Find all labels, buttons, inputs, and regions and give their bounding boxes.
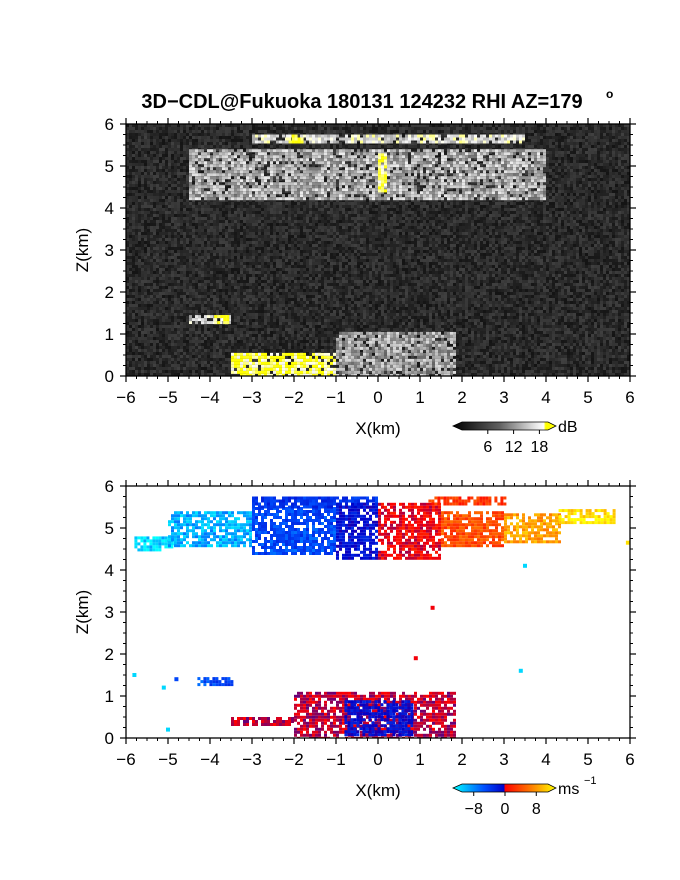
y-tick-label: 6 bbox=[105, 115, 114, 134]
velocity-y-axis-label: Z(km) bbox=[73, 590, 92, 634]
x-tick-label: −5 bbox=[158, 750, 177, 769]
y-tick-label: 0 bbox=[105, 729, 114, 748]
y-tick-label: 2 bbox=[105, 645, 114, 664]
velocity-region bbox=[336, 502, 378, 560]
reflectivity-echoes bbox=[126, 124, 630, 376]
velocity-region bbox=[252, 507, 336, 555]
velocity-isolated-point bbox=[523, 563, 527, 568]
reflectivity-colorbar-ticks: 6 12 18 bbox=[483, 430, 548, 456]
velocity-panel: −6 −5 −4 −3 −2 −1 0 1 2 3 4 5 6 0 1 2 3 4 5 6 X(km) Z(km) −… bbox=[73, 477, 636, 818]
x-tick-label: −4 bbox=[200, 750, 219, 769]
x-tick-label: 4 bbox=[541, 750, 550, 769]
y-tick-label: 2 bbox=[105, 283, 114, 302]
x-tick-label: −1 bbox=[326, 750, 345, 769]
chart-title: 3D−CDL@Fukuoka 180131 124232 RHI AZ=179 … bbox=[141, 87, 613, 113]
velocity-isolated-point bbox=[166, 727, 170, 732]
velocity-isolated-point bbox=[430, 605, 435, 610]
velocity-isolated-point bbox=[174, 677, 179, 682]
y-tick-label: 1 bbox=[105, 687, 114, 706]
velocity-echoes bbox=[132, 496, 630, 738]
x-tick-label: −6 bbox=[116, 750, 135, 769]
velocity-isolated-point bbox=[518, 668, 523, 673]
x-tick-label: 3 bbox=[499, 388, 508, 407]
x-tick-label: 2 bbox=[457, 388, 466, 407]
y-tick-label: 5 bbox=[105, 157, 114, 176]
reflectivity-colorbar-ramp bbox=[452, 421, 557, 431]
reflectivity-echo-region bbox=[336, 331, 456, 376]
velocity-region bbox=[168, 511, 252, 548]
velocity-colorbar: −8 0 8 ms −1 bbox=[452, 775, 597, 818]
reflectivity-echo-region bbox=[231, 352, 336, 376]
reflectivity-x-axis-label: X(km) bbox=[355, 419, 400, 438]
colorbar-tick-label: 6 bbox=[483, 439, 492, 456]
reflectivity-y-axis-label: Z(km) bbox=[73, 228, 92, 272]
velocity-region bbox=[441, 511, 504, 548]
velocity-region bbox=[504, 513, 561, 544]
x-tick-label: 6 bbox=[625, 388, 634, 407]
x-tick-label: 0 bbox=[373, 388, 382, 407]
velocity-colorbar-unit-exponent: −1 bbox=[584, 775, 597, 787]
velocity-isolated-point bbox=[625, 540, 630, 545]
x-tick-label: 3 bbox=[499, 750, 508, 769]
velocity-isolated-point bbox=[161, 685, 166, 690]
y-tick-label: 3 bbox=[105, 241, 114, 260]
velocity-region bbox=[428, 496, 507, 506]
x-tick-label: −3 bbox=[242, 388, 261, 407]
velocity-region bbox=[231, 717, 294, 726]
x-tick-label: 0 bbox=[373, 750, 382, 769]
x-tick-label: 5 bbox=[583, 388, 592, 407]
colorbar-tick-label: 12 bbox=[505, 439, 523, 456]
y-tick-label: 3 bbox=[105, 603, 114, 622]
velocity-region bbox=[558, 509, 616, 525]
y-tick-label: 4 bbox=[105, 561, 114, 580]
velocity-colorbar-ticks: −8 0 8 bbox=[465, 792, 541, 818]
y-tick-label: 5 bbox=[105, 519, 114, 538]
x-tick-label: −2 bbox=[284, 388, 303, 407]
x-tick-label: 4 bbox=[541, 388, 550, 407]
velocity-region bbox=[378, 502, 441, 560]
reflectivity-colorbar-unit: dB bbox=[558, 419, 578, 436]
x-tick-label: −1 bbox=[326, 388, 345, 407]
title-text: 3D−CDL@Fukuoka 180131 124232 RHI AZ=179 bbox=[141, 91, 582, 113]
x-tick-label: −3 bbox=[242, 750, 261, 769]
velocity-colorbar-unit: ms bbox=[558, 781, 579, 798]
x-tick-label: 2 bbox=[457, 750, 466, 769]
x-tick-label: −2 bbox=[284, 750, 303, 769]
y-tick-label: 0 bbox=[105, 367, 114, 386]
x-tick-label: 6 bbox=[625, 750, 634, 769]
velocity-region bbox=[134, 536, 177, 552]
colorbar-tick-label: 0 bbox=[501, 801, 510, 818]
reflectivity-echo-region bbox=[189, 149, 546, 201]
reflectivity-echo-region bbox=[214, 315, 230, 325]
reflectivity-echo-region bbox=[252, 134, 525, 144]
x-tick-label: −5 bbox=[158, 388, 177, 407]
velocity-colorbar-ramp bbox=[452, 783, 557, 793]
y-tick-label: 6 bbox=[105, 477, 114, 496]
colorbar-tick-label: 8 bbox=[532, 801, 541, 818]
colorbar-tick-label: 18 bbox=[531, 439, 549, 456]
x-tick-label: −6 bbox=[116, 388, 135, 407]
velocity-isolated-point bbox=[132, 673, 137, 677]
x-tick-label: −4 bbox=[200, 388, 219, 407]
velocity-axes: −6 −5 −4 −3 −2 −1 0 1 2 3 4 5 6 0 1 2 3 4 5 6 bbox=[105, 477, 636, 769]
velocity-region bbox=[344, 700, 414, 737]
reflectivity-colorbar: 6 12 18 dB bbox=[452, 419, 578, 456]
colorbar-tick-label: −8 bbox=[465, 801, 483, 818]
x-tick-label: 5 bbox=[583, 750, 592, 769]
velocity-region bbox=[197, 677, 234, 687]
y-tick-label: 4 bbox=[105, 199, 114, 218]
reflectivity-axes: −6 −5 −4 −3 −2 −1 0 1 2 3 4 5 6 0 1 2 3 4 5 6 bbox=[105, 115, 636, 407]
reflectivity-echo-region bbox=[285, 134, 304, 144]
y-tick-label: 1 bbox=[105, 325, 114, 344]
x-tick-label: 1 bbox=[415, 388, 424, 407]
reflectivity-echo-region bbox=[378, 153, 387, 193]
x-tick-label: 1 bbox=[415, 750, 424, 769]
velocity-x-axis-label: X(km) bbox=[355, 781, 400, 800]
title-degree-sign: o bbox=[606, 87, 613, 101]
velocity-isolated-point bbox=[413, 656, 418, 661]
